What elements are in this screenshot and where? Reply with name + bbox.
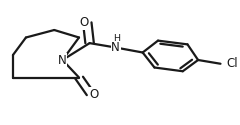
Text: O: O <box>90 88 99 101</box>
Text: O: O <box>79 16 88 29</box>
Text: H: H <box>113 34 120 43</box>
Text: N: N <box>111 41 120 54</box>
Text: Cl: Cl <box>226 57 238 70</box>
Text: N: N <box>58 54 67 66</box>
